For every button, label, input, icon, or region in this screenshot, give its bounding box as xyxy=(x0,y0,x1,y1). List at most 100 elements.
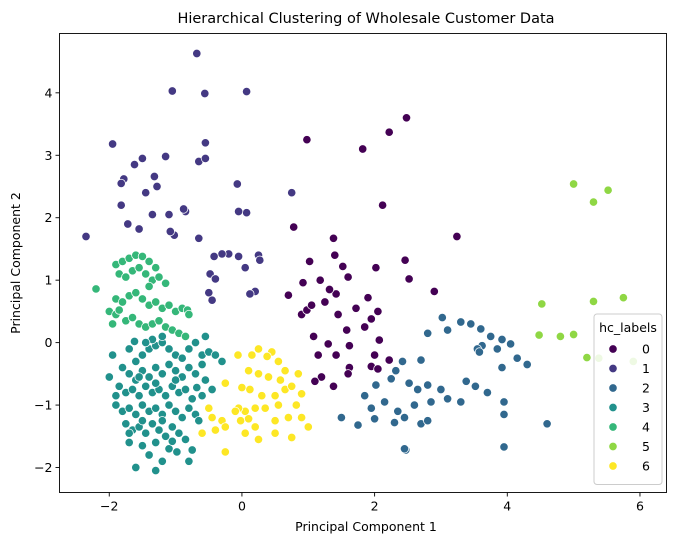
data-point-cluster-4 xyxy=(108,319,118,329)
data-point-cluster-6 xyxy=(207,413,217,423)
data-point-cluster-3 xyxy=(129,336,140,346)
data-point-cluster-6 xyxy=(220,378,230,388)
data-point-cluster-3 xyxy=(194,416,204,426)
data-point-cluster-1 xyxy=(123,219,133,229)
data-point-cluster-4 xyxy=(117,297,128,307)
legend-title: hc_labels xyxy=(599,320,657,335)
data-point-cluster-2 xyxy=(353,420,363,430)
data-point-cluster-1 xyxy=(234,251,244,261)
data-point-cluster-2 xyxy=(461,376,471,386)
x-tick-label: 2 xyxy=(371,499,379,514)
data-point-cluster-2 xyxy=(436,384,446,395)
data-point-cluster-1 xyxy=(210,274,220,284)
legend-marker-6 xyxy=(608,461,618,471)
data-point-cluster-0 xyxy=(333,309,343,320)
data-point-cluster-4 xyxy=(144,281,154,291)
data-point-cluster-1 xyxy=(217,249,227,259)
x-axis-label: Principal Component 1 xyxy=(295,519,437,534)
data-point-cluster-6 xyxy=(275,375,285,385)
data-point-cluster-6 xyxy=(253,344,264,354)
chart-title: Hierarchical Clustering of Wholesale Cus… xyxy=(177,11,554,27)
legend-marker-0 xyxy=(608,344,618,354)
data-point-cluster-4 xyxy=(151,297,161,307)
data-point-cluster-3 xyxy=(124,344,134,354)
data-point-cluster-1 xyxy=(179,204,189,214)
data-point-cluster-2 xyxy=(360,391,370,401)
data-point-cluster-3 xyxy=(124,428,134,438)
data-point-cluster-2 xyxy=(497,363,507,373)
data-point-cluster-1 xyxy=(137,153,147,163)
data-point-cluster-4 xyxy=(91,284,101,294)
data-point-cluster-3 xyxy=(180,384,191,395)
data-point-cluster-3 xyxy=(144,450,154,460)
data-point-cluster-2 xyxy=(470,381,480,391)
data-point-cluster-6 xyxy=(270,416,280,426)
points-layer xyxy=(81,48,638,476)
data-point-cluster-2 xyxy=(423,380,433,390)
data-point-cluster-0 xyxy=(358,144,368,154)
data-point-cluster-0 xyxy=(305,256,315,266)
data-point-cluster-3 xyxy=(104,372,114,382)
data-point-cluster-0 xyxy=(374,335,384,345)
data-point-cluster-0 xyxy=(331,289,341,299)
data-point-cluster-4 xyxy=(127,313,138,323)
data-point-cluster-0 xyxy=(343,272,353,282)
data-point-cluster-6 xyxy=(260,403,270,413)
data-point-cluster-0 xyxy=(302,135,312,145)
data-point-cluster-2 xyxy=(416,355,426,365)
data-point-cluster-0 xyxy=(378,200,388,210)
data-point-cluster-3 xyxy=(164,400,174,410)
x-axis: −2 0 2 4 6 xyxy=(100,492,644,514)
data-point-cluster-0 xyxy=(370,350,380,360)
data-point-cluster-3 xyxy=(111,400,121,410)
data-point-cluster-2 xyxy=(499,442,509,452)
data-point-cluster-0 xyxy=(429,286,439,296)
data-point-cluster-6 xyxy=(262,351,272,361)
data-point-cluster-3 xyxy=(157,456,167,466)
data-point-cluster-2 xyxy=(506,339,516,349)
data-point-cluster-1 xyxy=(209,251,219,261)
data-point-cluster-2 xyxy=(499,409,509,419)
data-point-cluster-2 xyxy=(522,359,532,370)
data-point-cluster-0 xyxy=(384,355,394,365)
data-point-cluster-5 xyxy=(569,329,579,340)
data-point-cluster-2 xyxy=(393,406,403,416)
data-point-cluster-6 xyxy=(273,400,283,410)
data-point-cluster-2 xyxy=(386,374,396,384)
data-point-cluster-3 xyxy=(167,436,177,446)
data-point-cluster-0 xyxy=(338,261,348,271)
data-point-cluster-2 xyxy=(456,317,466,327)
data-point-cluster-6 xyxy=(293,369,303,379)
data-point-cluster-3 xyxy=(187,445,197,455)
data-point-cluster-1 xyxy=(152,181,162,192)
data-point-cluster-0 xyxy=(328,381,339,391)
data-point-cluster-1 xyxy=(129,160,140,170)
data-point-cluster-0 xyxy=(400,255,410,265)
data-point-cluster-2 xyxy=(437,313,447,323)
data-point-cluster-5 xyxy=(534,330,544,340)
data-point-cluster-3 xyxy=(161,391,171,401)
data-point-cluster-6 xyxy=(270,391,280,401)
data-point-cluster-2 xyxy=(492,344,502,354)
data-point-cluster-4 xyxy=(114,305,124,315)
data-point-cluster-3 xyxy=(174,428,184,438)
legend-label-5: 5 xyxy=(642,439,650,454)
x-tick-label: −2 xyxy=(100,499,118,514)
legend-label-4: 4 xyxy=(642,420,650,435)
data-point-cluster-0 xyxy=(310,376,320,386)
data-point-cluster-4 xyxy=(121,272,131,282)
data-point-cluster-5 xyxy=(588,197,599,207)
legend-marker-5 xyxy=(608,441,618,452)
x-tick-label: 6 xyxy=(636,499,644,514)
data-point-cluster-3 xyxy=(137,416,147,426)
y-axis-label: Principal Component 2 xyxy=(8,192,23,334)
x-tick-label: 4 xyxy=(503,499,511,514)
data-point-cluster-3 xyxy=(164,359,174,370)
data-point-cluster-1 xyxy=(200,88,210,99)
data-point-cluster-6 xyxy=(240,428,250,438)
data-point-cluster-3 xyxy=(137,441,147,451)
legend-marker-1 xyxy=(608,363,618,374)
data-point-cluster-5 xyxy=(588,296,599,306)
data-point-cluster-1 xyxy=(164,210,174,220)
data-point-cluster-3 xyxy=(141,428,151,438)
